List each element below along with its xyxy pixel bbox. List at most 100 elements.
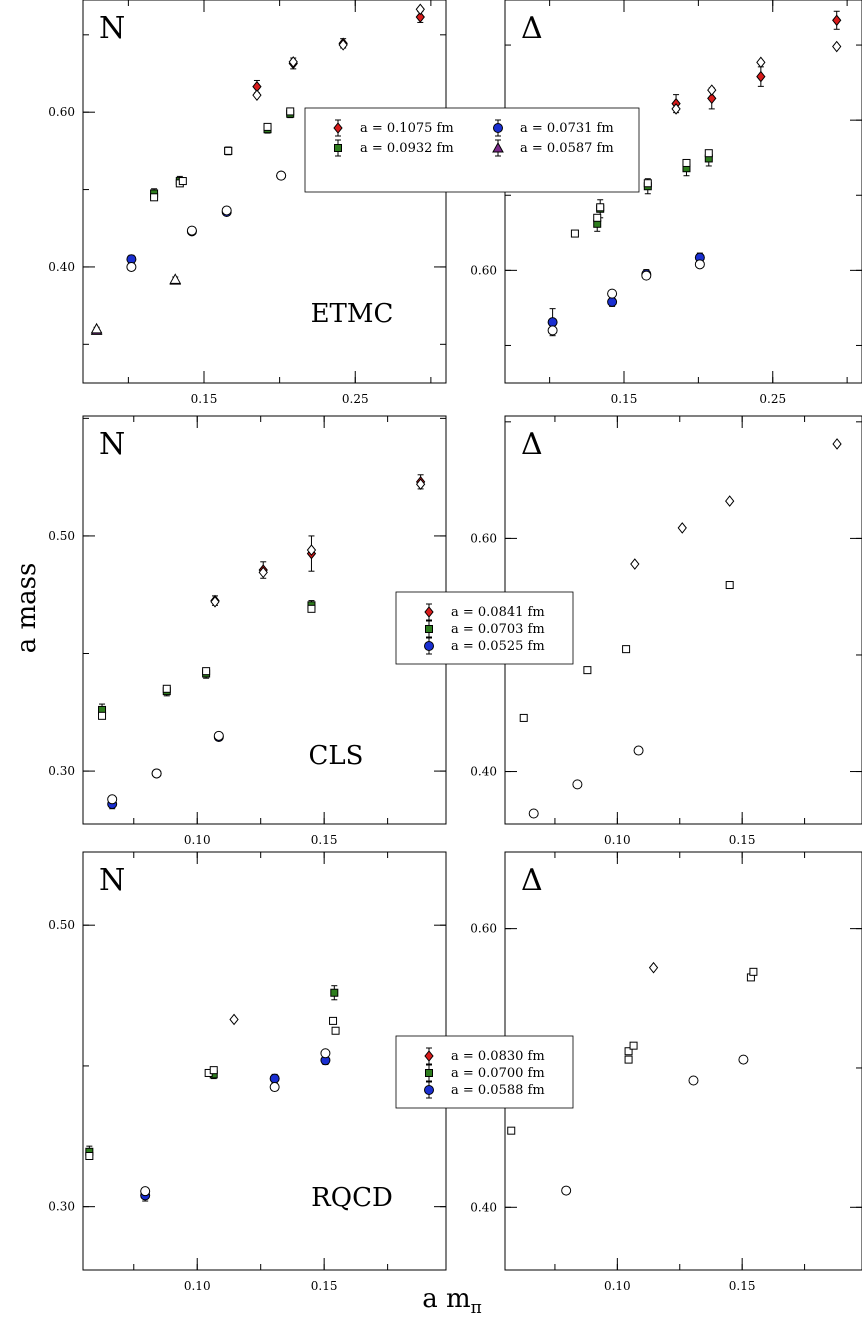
x-tick-label: 0.15: [191, 392, 218, 406]
data-point: [756, 70, 766, 83]
open-data-point: [682, 158, 691, 167]
open-data-point: [622, 645, 631, 654]
legend-label: a = 0.0525 fm: [451, 639, 545, 654]
open-data-point: [725, 495, 735, 507]
open-data-point: [331, 1026, 340, 1035]
collaboration-label: RQCD: [311, 1183, 393, 1213]
legend-label: a = 0.0830 fm: [451, 1049, 545, 1064]
open-data-point: [633, 745, 644, 756]
legend-marker: [424, 606, 434, 618]
data-point: [707, 92, 717, 105]
open-data-point: [229, 1013, 239, 1026]
open-data-point: [583, 666, 592, 675]
open-data-point: [150, 193, 159, 202]
y-tick-label: 0.50: [48, 918, 75, 932]
open-data-point: [338, 39, 348, 51]
x-tick-label: 0.25: [759, 392, 786, 406]
legend-box: [304, 107, 640, 193]
collaboration-label: ETMC: [311, 299, 394, 329]
open-data-point: [561, 1185, 572, 1196]
data-point: [330, 988, 339, 997]
open-data-point: [832, 40, 842, 53]
open-data-point: [528, 808, 539, 819]
open-data-point: [209, 1066, 218, 1075]
legend-marker: [425, 625, 433, 633]
open-data-point: [107, 794, 118, 805]
chart-panel: 0.15 0.25 0.40 0.60 N ETMC: [48, 0, 447, 406]
open-data-point: [276, 170, 287, 181]
legend-marker: [424, 641, 434, 651]
y-tick-label: 0.40: [48, 260, 75, 274]
open-data-point: [329, 1016, 338, 1025]
open-data-point: [596, 203, 605, 212]
legend: a = 0.1075 fm a = 0.0932 fm a = 0.0731 fm a…: [304, 107, 640, 193]
data-point: [269, 1073, 280, 1084]
legend-marker: [424, 1085, 434, 1095]
open-data-point: [90, 322, 103, 334]
chart-panel: 0.10 0.15 0.30 0.50 N CLS: [48, 415, 447, 847]
x-tick-label: 0.15: [729, 1279, 756, 1293]
open-data-point: [85, 1152, 94, 1160]
open-data-point: [169, 273, 182, 284]
open-data-point: [140, 1186, 151, 1197]
open-data-point: [607, 288, 618, 299]
markers: [507, 961, 758, 1196]
markers: [547, 10, 842, 337]
open-data-point: [694, 259, 705, 270]
y-tick-label: 0.60: [470, 263, 497, 277]
open-data-point: [593, 213, 602, 222]
legend-label: a = 0.0841 fm: [451, 605, 545, 620]
open-data-point: [126, 261, 137, 272]
open-data-point: [688, 1075, 699, 1086]
open-data-point: [202, 667, 211, 676]
open-data-point: [648, 961, 659, 974]
open-data-point: [224, 146, 233, 155]
open-data-point: [178, 177, 187, 186]
y-tick-label: 0.30: [48, 764, 75, 778]
open-data-point: [263, 122, 272, 131]
legend-label: a = 0.0703 fm: [451, 622, 545, 637]
open-data-point: [624, 1047, 633, 1056]
chart-panel: 0.10 0.15 0.40 0.60 Δ: [470, 851, 862, 1293]
legend-label: a = 0.0588 fm: [451, 1083, 545, 1098]
data-point: [607, 296, 618, 307]
open-data-point: [641, 270, 652, 281]
y-axis-title: a mass: [12, 563, 42, 654]
legend-marker: [333, 122, 343, 134]
open-data-point: [572, 779, 583, 790]
x-axis-title: a mπ: [422, 1284, 482, 1317]
legend-marker: [493, 123, 503, 133]
open-data-point: [630, 558, 640, 570]
legend-label: a = 0.1075 fm: [360, 121, 454, 136]
panel-label: N: [99, 11, 125, 46]
open-data-point: [707, 84, 717, 96]
collaboration-label: CLS: [309, 741, 364, 771]
open-data-point: [832, 438, 842, 450]
open-data-point: [210, 595, 220, 608]
open-data-point: [252, 89, 262, 101]
data-point: [415, 11, 425, 23]
open-data-point: [162, 684, 171, 693]
open-data-point: [738, 1054, 749, 1065]
y-tick-label: 0.60: [470, 531, 497, 545]
y-tick-label: 0.50: [48, 529, 75, 543]
open-data-point: [213, 730, 224, 741]
legend-marker: [424, 1050, 434, 1062]
open-data-point: [98, 711, 107, 720]
y-tick-label: 0.40: [470, 1200, 497, 1214]
open-data-point: [725, 581, 734, 590]
panels: 0.150.250.400.60NETMC0.150.250.600.80Δ0.…: [48, 0, 862, 1293]
legend-label: a = 0.0587 fm: [520, 141, 614, 156]
open-data-point: [704, 149, 713, 158]
markers: [519, 438, 842, 819]
data-point: [832, 14, 842, 27]
open-data-point: [519, 713, 528, 722]
open-data-point: [186, 225, 197, 236]
x-tick-label: 0.15: [611, 392, 638, 406]
legend-marker: [334, 144, 342, 152]
chart-panel: 0.150.250.600.80Δ: [470, 0, 862, 406]
panel-label: Δ: [521, 11, 543, 46]
legend: a = 0.0841 fm a = 0.0703 fm a = 0.0525 fm: [395, 591, 574, 665]
panel-label: N: [99, 427, 125, 462]
